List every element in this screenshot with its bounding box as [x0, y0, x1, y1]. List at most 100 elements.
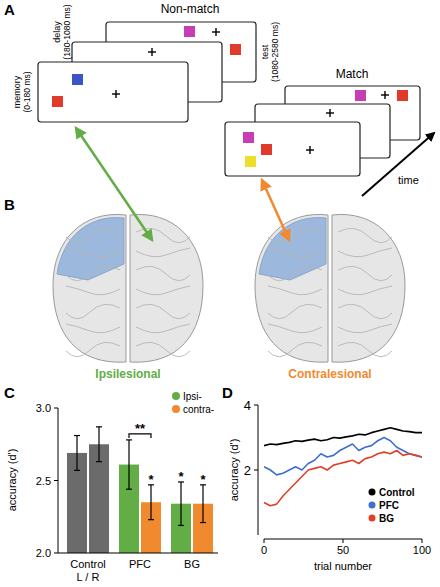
error-stem — [76, 436, 77, 471]
stimulus-square — [245, 156, 256, 167]
legend-label: Ipsi- — [183, 391, 202, 402]
gyrus — [66, 324, 120, 333]
stimulus-square — [72, 74, 83, 85]
phase-name: delay — [52, 21, 62, 43]
y-tick-label: 3.0 — [36, 402, 51, 414]
screen — [225, 122, 360, 176]
error-cap — [96, 461, 102, 462]
y-tick — [54, 408, 58, 409]
x-tick-label: 100 — [413, 544, 431, 556]
legend-swatch — [369, 502, 376, 509]
gyrus — [136, 342, 190, 356]
legend-swatch — [369, 489, 376, 496]
gyrus — [66, 304, 120, 318]
error-stem — [128, 440, 129, 489]
hemisphere — [53, 214, 126, 362]
phase-name: test — [260, 44, 270, 59]
phase-name: memory — [12, 75, 22, 108]
screen-frame — [38, 62, 188, 122]
fixation — [151, 48, 152, 56]
condition-title: Non-match — [161, 2, 220, 16]
brain — [53, 214, 203, 362]
panel-letter: C — [4, 384, 15, 401]
fixation — [309, 146, 310, 154]
panel-letter: B — [4, 196, 15, 213]
hemisphere — [255, 214, 328, 362]
screen-frame — [225, 122, 360, 176]
time-arrow — [362, 133, 434, 196]
category-sublabel: L / R — [77, 571, 100, 583]
hemisphere — [332, 214, 405, 362]
stimulus-square — [184, 26, 195, 37]
brain — [255, 214, 405, 362]
gyrus — [66, 248, 120, 257]
stimulus-square — [397, 90, 408, 101]
error-cap — [126, 489, 132, 490]
bars — [67, 427, 213, 553]
gyrus — [338, 324, 392, 333]
series-line — [264, 451, 422, 506]
gyrus — [136, 286, 190, 295]
y-tick-label: 2.0 — [36, 547, 51, 559]
gyrus — [66, 266, 120, 280]
gyrus — [338, 342, 392, 356]
y-tick-label: 2 — [244, 463, 251, 478]
series-line — [264, 428, 422, 446]
x-tick — [422, 539, 423, 543]
ipsilesional-arrow — [76, 128, 152, 240]
gyrus — [136, 266, 190, 280]
x-axis-title: trial number — [314, 560, 372, 572]
y-tick-label: 2.5 — [36, 475, 51, 487]
x-tick-label: PFC — [129, 558, 151, 570]
gyrus — [268, 266, 322, 280]
task-diagram: Non-matchMatchmemory(0-180 ms)delay(180-… — [12, 2, 434, 196]
y-tick — [254, 405, 258, 406]
x-tick — [264, 539, 265, 543]
y-tick-label: 4 — [244, 398, 251, 413]
legend-swatch — [172, 405, 180, 413]
gyrus — [268, 286, 322, 295]
error-cap — [74, 470, 80, 471]
y-axis-title: accuracy (d') — [6, 449, 18, 512]
error-cap — [200, 522, 206, 523]
fixation — [384, 91, 385, 99]
fixation — [215, 28, 216, 36]
gyrus — [268, 324, 322, 333]
significance-star: * — [200, 472, 206, 487]
error-stem — [98, 427, 99, 462]
gyrus — [338, 286, 392, 295]
legend-swatch — [369, 515, 376, 522]
error-bar — [148, 485, 154, 520]
gyrus — [338, 304, 392, 318]
significance-star: * — [148, 472, 154, 487]
fixation — [329, 109, 330, 117]
gyrus — [66, 228, 120, 242]
y-tick — [54, 553, 58, 554]
gyrus — [268, 248, 322, 257]
fixation — [115, 90, 116, 98]
time-label: time — [398, 174, 419, 186]
figure: ABCDNon-matchMatchmemory(0-180 ms)delay(… — [0, 0, 440, 587]
lesion — [57, 218, 124, 280]
phase-time: (1080-2580 ms) — [270, 22, 280, 82]
contralesional-arrow — [262, 180, 289, 240]
legend-swatch — [172, 392, 180, 400]
panel-letter: D — [222, 384, 233, 401]
gyrus — [268, 342, 322, 356]
brain-diagram: IpsilesionalContralesional — [53, 128, 405, 381]
stimulus-square — [52, 96, 63, 107]
lines — [264, 428, 422, 506]
gyrus — [338, 228, 392, 242]
x-tick-label: 50 — [337, 544, 349, 556]
error-bar — [126, 440, 132, 489]
error-cap — [148, 519, 154, 520]
lesion — [259, 218, 326, 280]
x-tick-label: Control — [70, 558, 105, 570]
series-line — [264, 438, 422, 475]
error-cap — [74, 435, 80, 436]
legend-label: PFC — [379, 500, 399, 511]
stimulus-square — [355, 90, 366, 101]
hemisphere-label: Contralesional — [288, 367, 371, 381]
bar-chart: 2.02.53.0accuracy (d')ControlPFCBGL / R*… — [6, 391, 218, 583]
stimulus-square — [261, 144, 272, 155]
